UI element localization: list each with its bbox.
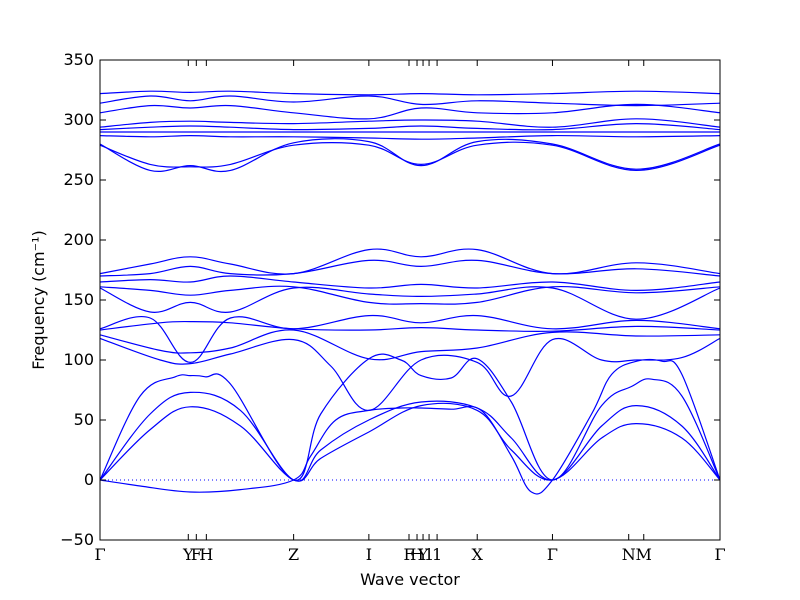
phonon-band-21 bbox=[99, 95, 721, 107]
phonon-band-20 bbox=[99, 103, 721, 120]
phonon-band-6 bbox=[99, 329, 721, 361]
x-tick-label: H bbox=[199, 545, 213, 564]
phonon-band-9 bbox=[99, 286, 721, 320]
x-tick-label: X bbox=[472, 545, 484, 564]
x-tick-label: Γ bbox=[714, 545, 725, 564]
x-tick-label: M bbox=[636, 545, 652, 564]
phonon-band-1 bbox=[99, 402, 721, 482]
y-tick-label: 150 bbox=[63, 290, 94, 309]
x-tick-label: Z bbox=[288, 545, 299, 564]
y-tick-label: 50 bbox=[74, 410, 94, 429]
phonon-band-14 bbox=[99, 141, 721, 172]
phonon-band-2 bbox=[99, 391, 721, 482]
phonon-band-15 bbox=[99, 138, 721, 172]
plot-frame bbox=[99, 59, 721, 541]
phonon-band-18 bbox=[99, 122, 721, 131]
phonon-band-16 bbox=[99, 134, 721, 140]
phonon-band-13 bbox=[99, 248, 721, 275]
x-tick-label: Γ bbox=[547, 545, 558, 564]
x-axis-label: Wave vector bbox=[360, 570, 460, 589]
phonon-band-19 bbox=[99, 118, 721, 128]
x-tick-label: F bbox=[403, 545, 414, 564]
y-tick-label: 350 bbox=[63, 50, 94, 69]
x-tick-label: 1 bbox=[432, 545, 442, 564]
phonon-band-7 bbox=[99, 320, 721, 332]
x-tick-label: F bbox=[191, 545, 202, 564]
y-tick-label: 200 bbox=[63, 230, 94, 249]
x-tick-label: N bbox=[622, 545, 636, 564]
phonon-band-4 bbox=[99, 358, 721, 495]
x-tick-label: 1 bbox=[424, 545, 434, 564]
y-axis-label: Frequency (cm⁻¹) bbox=[29, 230, 48, 369]
y-tick-label: 250 bbox=[63, 170, 94, 189]
y-tick-label: 300 bbox=[63, 110, 94, 129]
x-tick-label: I bbox=[366, 545, 372, 564]
phonon-band-3 bbox=[99, 353, 721, 481]
y-tick-label: 100 bbox=[63, 350, 94, 369]
bands-group bbox=[99, 90, 721, 495]
y-ticks-group: −50 0 50 100 150 200 250 300 350 bbox=[60, 50, 720, 549]
phonon-band-22 bbox=[99, 90, 721, 96]
phonon-band-10 bbox=[99, 285, 721, 305]
phonon-band-8 bbox=[99, 314, 721, 364]
y-tick-label: 0 bbox=[84, 470, 94, 489]
x-tick-label: H bbox=[410, 545, 424, 564]
x-tick-label: Γ bbox=[94, 545, 105, 564]
phonon-band-5 bbox=[99, 337, 721, 412]
y-tick-label: −50 bbox=[60, 530, 94, 549]
phonon-band-11 bbox=[99, 275, 721, 292]
x-tick-label: Y bbox=[182, 545, 194, 564]
x-tick-label: Y bbox=[417, 545, 429, 564]
phonon-band-12 bbox=[99, 259, 721, 277]
